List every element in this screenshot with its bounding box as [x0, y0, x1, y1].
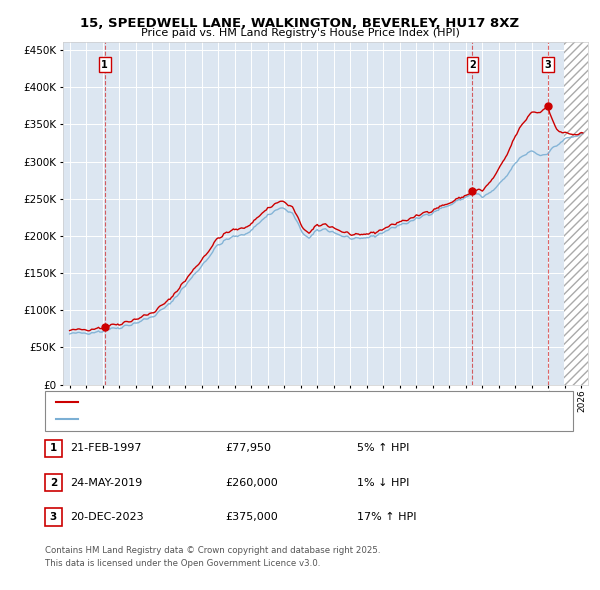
Text: This data is licensed under the Open Government Licence v3.0.: This data is licensed under the Open Gov… — [45, 559, 320, 568]
Text: 15, SPEEDWELL LANE, WALKINGTON, BEVERLEY, HU17 8XZ (detached house): 15, SPEEDWELL LANE, WALKINGTON, BEVERLEY… — [83, 397, 449, 407]
Text: 2: 2 — [469, 60, 476, 70]
Text: 24-MAY-2019: 24-MAY-2019 — [70, 478, 142, 487]
Text: Contains HM Land Registry data © Crown copyright and database right 2025.: Contains HM Land Registry data © Crown c… — [45, 546, 380, 555]
Text: HPI: Average price, detached house, East Riding of Yorkshire: HPI: Average price, detached house, East… — [83, 415, 370, 424]
Text: 3: 3 — [544, 60, 551, 70]
Text: 2: 2 — [50, 478, 57, 487]
Text: 3: 3 — [50, 512, 57, 522]
Text: 5% ↑ HPI: 5% ↑ HPI — [357, 444, 409, 453]
Text: 1% ↓ HPI: 1% ↓ HPI — [357, 478, 409, 487]
Text: £77,950: £77,950 — [225, 444, 271, 453]
Text: £260,000: £260,000 — [225, 478, 278, 487]
Text: 17% ↑ HPI: 17% ↑ HPI — [357, 512, 416, 522]
Text: 21-FEB-1997: 21-FEB-1997 — [70, 444, 142, 453]
Text: 1: 1 — [101, 60, 108, 70]
Text: 20-DEC-2023: 20-DEC-2023 — [70, 512, 144, 522]
Text: 1: 1 — [50, 444, 57, 453]
Bar — [563, 42, 588, 385]
Text: Price paid vs. HM Land Registry's House Price Index (HPI): Price paid vs. HM Land Registry's House … — [140, 28, 460, 38]
Text: 15, SPEEDWELL LANE, WALKINGTON, BEVERLEY, HU17 8XZ: 15, SPEEDWELL LANE, WALKINGTON, BEVERLEY… — [80, 17, 520, 30]
Text: £375,000: £375,000 — [225, 512, 278, 522]
